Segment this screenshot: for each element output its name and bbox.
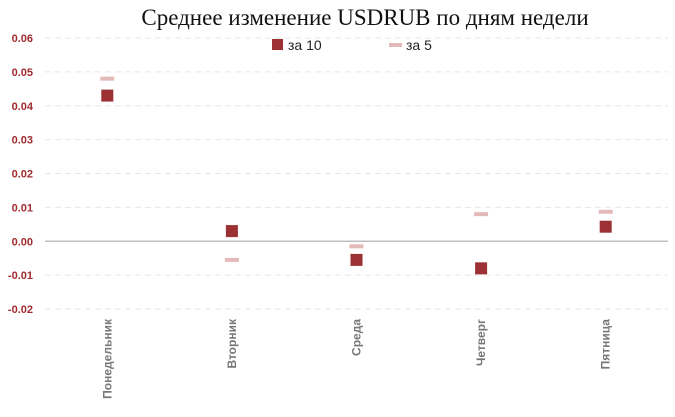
x-tick-label: Среда (350, 319, 364, 356)
x-tick-label: Пятница (599, 319, 613, 370)
legend-marker-za-10 (272, 39, 283, 50)
y-tick-label: 0.05 (12, 67, 33, 79)
marker-za-10 (599, 220, 612, 233)
y-tick-label: -0.02 (8, 304, 33, 316)
marker-za-10 (225, 225, 238, 238)
marker-za-5 (598, 209, 613, 214)
marker-za-10 (475, 262, 488, 275)
marker-za-5 (100, 76, 115, 81)
legend-marker-za-5 (389, 43, 402, 47)
legend-label-za-10: за 10 (288, 37, 322, 53)
x-tick-label: Понедельник (100, 318, 114, 399)
marker-za-5 (224, 257, 239, 262)
marker-za-5 (349, 244, 364, 249)
marker-za-10 (350, 253, 363, 266)
x-tick-label: Четверг (474, 319, 488, 366)
y-tick-label: 0.00 (12, 236, 33, 248)
marker-za-10 (101, 89, 114, 102)
y-tick-label: 0.06 (12, 33, 33, 45)
y-tick-label: 0.01 (12, 202, 33, 214)
y-tick-label: -0.01 (8, 270, 33, 282)
marker-za-5 (474, 212, 489, 217)
y-tick-label: 0.02 (12, 169, 33, 181)
y-tick-label: 0.03 (12, 135, 33, 147)
legend-label-za-5: за 5 (406, 37, 432, 53)
x-tick-label: Вторник (225, 318, 239, 369)
y-tick-label: 0.04 (12, 101, 34, 113)
chart-title: Среднее изменение USDRUB по дням недели (141, 5, 589, 30)
